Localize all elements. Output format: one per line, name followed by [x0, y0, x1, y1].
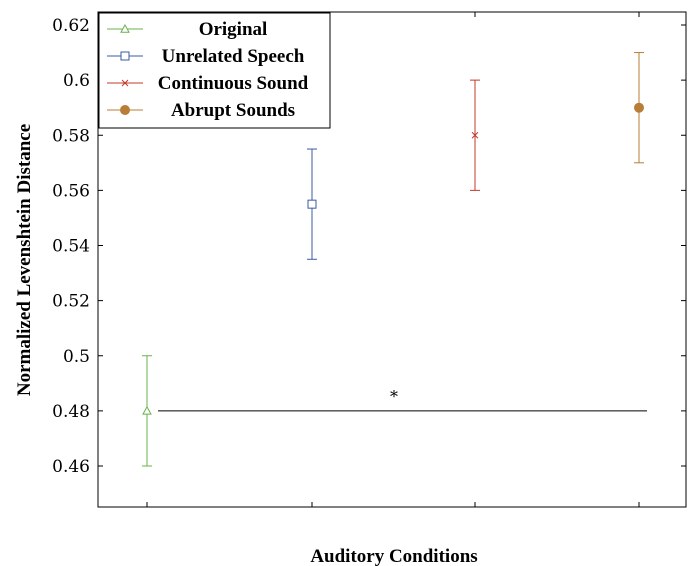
- legend-marker: [120, 23, 130, 33]
- legend: Original Unrelated Speech Continuous Sound…: [98, 12, 331, 129]
- data-point: [471, 131, 479, 139]
- legend-label: Original: [199, 19, 268, 40]
- legend-label: Abrupt Sounds: [171, 100, 295, 121]
- y-tick-label: 0.5: [63, 347, 90, 367]
- annotations: *: [158, 387, 647, 412]
- y-axis-title: Normalized Levenshtein Distance: [14, 124, 35, 396]
- data-point: [307, 199, 317, 209]
- y-tick-label: 0.48: [52, 402, 90, 422]
- plot-frame: [97, 11, 687, 508]
- data-point: [142, 405, 152, 415]
- y-tick-label: 0.6: [63, 71, 90, 91]
- data-point: [634, 102, 644, 113]
- legend-marker: [121, 79, 129, 87]
- legend-label: Unrelated Speech: [162, 46, 305, 67]
- legend-label: Continuous Sound: [158, 73, 309, 94]
- legend-marker: [120, 105, 130, 115]
- y-tick-label: 0.58: [52, 126, 90, 146]
- y-axis: 0.46 0.48 0.5 0.52 0.54 0.56 0.58 0.6 0.62: [52, 16, 686, 477]
- y-tick-label: 0.46: [52, 457, 90, 477]
- legend-box: [98, 12, 331, 129]
- data-marks: [142, 52, 644, 467]
- significance-marker: *: [390, 387, 398, 406]
- x-axis-title: Auditory Conditions: [310, 546, 477, 566]
- legend-marker: [120, 51, 130, 61]
- y-tick-label: 0.62: [52, 16, 90, 36]
- y-tick-label: 0.52: [52, 292, 90, 312]
- y-tick-label: 0.56: [52, 181, 90, 201]
- y-tick-label: 0.54: [52, 237, 90, 257]
